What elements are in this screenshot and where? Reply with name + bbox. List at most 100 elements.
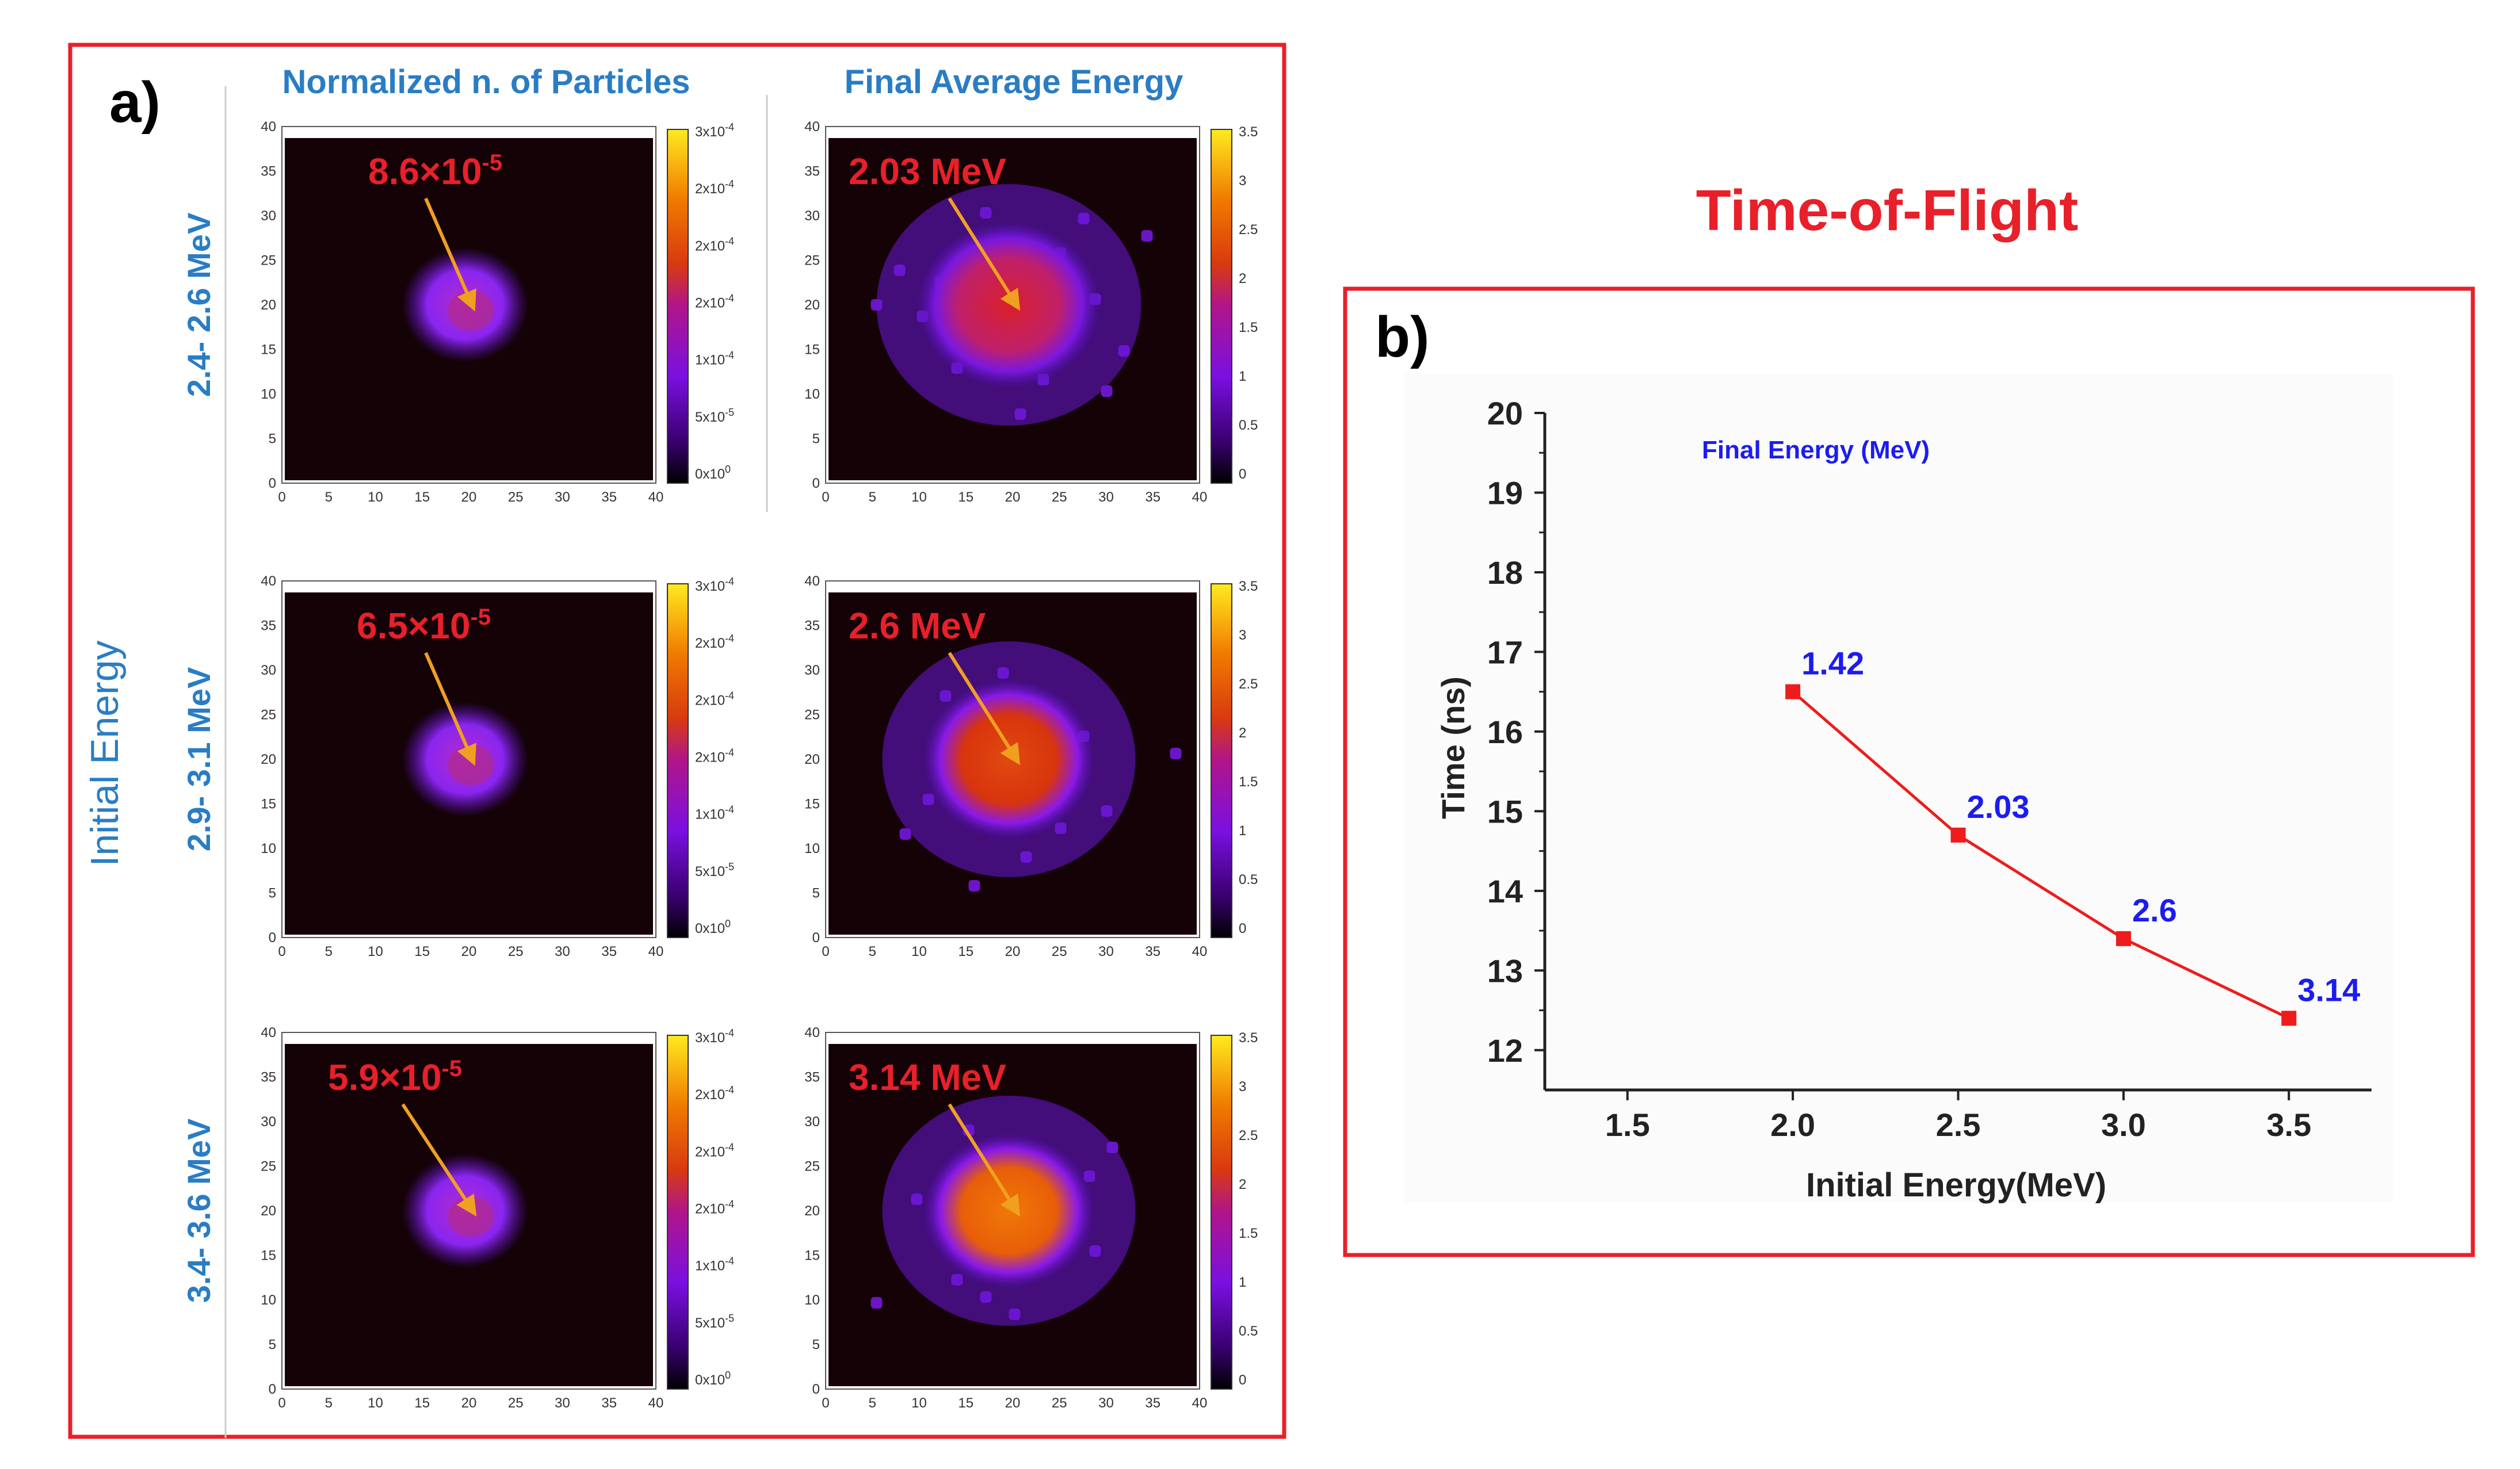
x-tick-label: 2.5 <box>1936 1107 1981 1143</box>
y-tick-label: 16 <box>1487 714 1523 750</box>
y-ticks: 12 13 14 15 16 17 18 19 20 <box>1487 395 1545 1069</box>
map-x-tick: 30 <box>555 489 570 505</box>
y-tick-label: 19 <box>1487 475 1523 511</box>
energy-annotation: 3.14 MeV <box>849 1057 1006 1098</box>
map-x-tick: 10 <box>911 1395 927 1411</box>
map-y-tick: 0 <box>269 1382 276 1397</box>
map-x-tick: 20 <box>1005 489 1021 505</box>
colorbar <box>1211 129 1232 484</box>
map-x-tick: 35 <box>601 944 617 959</box>
map-x-tick: 35 <box>1145 1395 1160 1411</box>
colorbar-tick-label: 0.5 <box>1239 872 1258 887</box>
data-point <box>2281 1011 2297 1026</box>
map-y-tick: 5 <box>269 886 276 901</box>
map-y-tick: 10 <box>261 387 276 402</box>
map-x-tick: 20 <box>461 489 477 505</box>
energy-cloud <box>922 1133 1095 1288</box>
map-y-tick: 0 <box>812 476 820 491</box>
annotation-arrow <box>948 197 1021 311</box>
map-y-tick: 40 <box>261 119 276 135</box>
data-point-label: 1.42 <box>1801 645 1864 682</box>
energy-scatter-pixel <box>899 828 911 840</box>
map-x-tick: 40 <box>648 489 664 505</box>
colorbar-tick-label: 2.5 <box>1239 676 1258 692</box>
map-x-tick: 15 <box>958 489 973 505</box>
colorbar <box>1211 1035 1232 1390</box>
map-x-tick: 25 <box>508 489 524 505</box>
x-tick-label: 1.5 <box>1605 1107 1650 1143</box>
energy-annotation: 2.6 MeV <box>849 605 986 646</box>
colorbar-tick-label: 2x10-4 <box>695 1084 734 1103</box>
map-y-tick: 15 <box>261 1248 276 1264</box>
particle-cloud-core <box>448 290 494 331</box>
annotation-arrow <box>424 652 476 766</box>
map-y-tick: 10 <box>804 387 820 402</box>
map-y-tick: 35 <box>261 618 276 634</box>
map-x-tick: 10 <box>368 1395 383 1411</box>
map-y-tick: 30 <box>261 208 276 224</box>
map-y-tick: 20 <box>804 752 820 767</box>
colorbar-tick-label: 0 <box>1239 466 1246 482</box>
colorbar-tick-label: 1.5 <box>1239 774 1258 790</box>
row-label-2: 2.9- 3.1 MeV <box>181 667 217 852</box>
data-point <box>2116 931 2131 946</box>
colorbar-tick-label: 0 <box>1239 921 1246 936</box>
map-y-tick: 15 <box>804 1248 820 1264</box>
map-y-tick: 35 <box>261 1070 276 1085</box>
map-x-tick: 0 <box>822 1395 829 1411</box>
colorbar-tick-label: 2x10-4 <box>695 293 734 311</box>
map-x-tick: 40 <box>648 944 664 959</box>
colorbar <box>667 583 689 938</box>
colorbar-tick-label: 2 <box>1239 725 1246 741</box>
colorbar-tick-label: 5x10-5 <box>695 407 734 425</box>
map-x-tick: 30 <box>555 944 570 959</box>
map-x-tick: 0 <box>278 1395 285 1411</box>
map-y-tick: 10 <box>261 1292 276 1308</box>
series-points: 1.42 2.03 2.6 3.14 <box>1785 645 2360 1026</box>
annotation-arrow <box>948 1103 1021 1217</box>
colorbar-tick-label: 3.5 <box>1239 1030 1258 1046</box>
map-y-tick: 15 <box>261 342 276 358</box>
colorbar-tick-label: 3.5 <box>1239 579 1258 594</box>
particles-annotation: 5.9×10-5 <box>328 1056 462 1098</box>
map-y-tick: 0 <box>812 930 820 946</box>
colorbar <box>667 129 689 484</box>
colorbar-tick-label: 3 <box>1239 628 1246 643</box>
colorbar-tick-label: 1x10-4 <box>695 350 734 368</box>
map-y-tick: 30 <box>804 1114 820 1130</box>
panel-a-frame <box>68 43 1286 1439</box>
map-x-tick: 35 <box>601 1395 617 1411</box>
series-line <box>1792 690 2290 1020</box>
colorbar-tick-label: 1 <box>1239 1275 1246 1290</box>
colorbar-tick-label: 3x10-4 <box>695 576 734 594</box>
colorbar-tick-label: 3x10-4 <box>695 1027 734 1046</box>
colorbar-tick-label: 0.5 <box>1239 418 1258 433</box>
column-title-energy: Final Average Energy <box>845 63 1183 101</box>
map-y-tick: 5 <box>269 431 276 447</box>
energy-scatter-pixel <box>1170 748 1182 759</box>
data-point <box>1950 827 1966 843</box>
colorbar-tick-label: 2.5 <box>1239 222 1258 238</box>
map-x-tick: 10 <box>911 489 927 505</box>
map-y-tick: 15 <box>261 797 276 812</box>
map-x-tick: 40 <box>1192 944 1208 959</box>
map-y-tick: 40 <box>261 573 276 589</box>
map-x-tick: 0 <box>822 489 829 505</box>
map-x-tick: 5 <box>869 944 876 959</box>
colorbar-tick-label: 3 <box>1239 173 1246 189</box>
map-y-tick: 20 <box>804 297 820 313</box>
annotation-arrow <box>401 1103 477 1217</box>
map-x-tick: 0 <box>822 944 829 959</box>
map-x-tick: 35 <box>601 489 617 505</box>
map-y-tick: 30 <box>261 663 276 678</box>
map-y-tick: 15 <box>804 797 820 812</box>
colorbar-tick-label: 0x100 <box>695 1369 731 1388</box>
y-tick-label: 15 <box>1487 793 1523 829</box>
map-y-tick: 40 <box>804 573 820 589</box>
map-x-tick: 5 <box>325 1395 333 1411</box>
colorbar-tick-label: 1.5 <box>1239 1226 1258 1241</box>
map-x-tick: 15 <box>414 1395 430 1411</box>
particle-cloud-core <box>448 745 494 785</box>
map-x-tick: 10 <box>368 944 383 959</box>
colorbar-tick-label: 3x10-4 <box>695 121 734 140</box>
